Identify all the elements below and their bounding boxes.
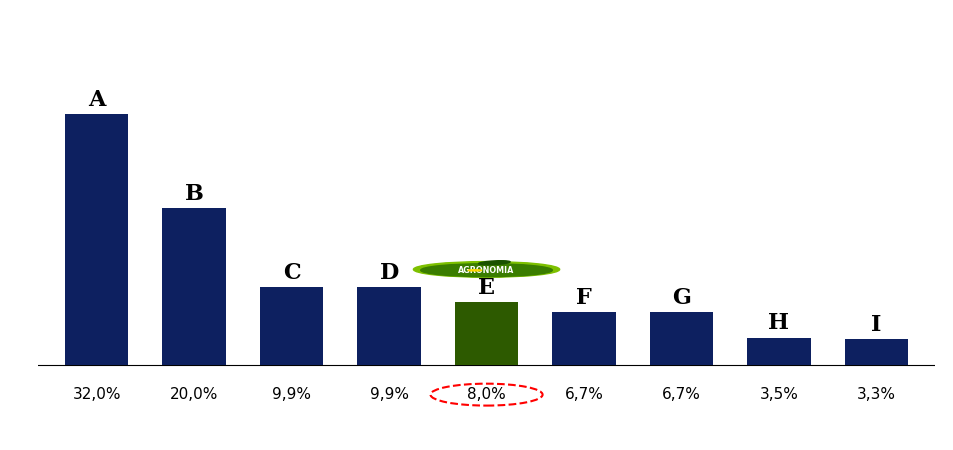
Bar xyxy=(259,288,323,365)
Bar xyxy=(746,338,810,365)
Bar xyxy=(162,208,226,365)
Text: 3,3%: 3,3% xyxy=(856,387,895,402)
Text: 3,5%: 3,5% xyxy=(759,387,798,402)
Text: 2013 principali player della IV Gamma: 2013 principali player della IV Gamma xyxy=(455,19,845,37)
Text: 6,7%: 6,7% xyxy=(661,387,700,402)
Text: F: F xyxy=(576,288,591,309)
Ellipse shape xyxy=(478,261,510,265)
Text: 20,0%: 20,0% xyxy=(170,387,218,402)
Text: 9,9%: 9,9% xyxy=(272,387,311,402)
Bar xyxy=(357,288,420,365)
Bar xyxy=(65,114,129,365)
Text: Market Share: Market Share xyxy=(348,19,484,37)
Bar xyxy=(649,312,713,365)
Text: 32,0%: 32,0% xyxy=(72,387,121,402)
Ellipse shape xyxy=(413,261,559,277)
Text: 9,9%: 9,9% xyxy=(369,387,408,402)
Text: I: I xyxy=(870,314,881,336)
Bar xyxy=(455,302,517,365)
Text: B: B xyxy=(185,183,203,205)
Text: E: E xyxy=(477,277,495,299)
Text: 6,7%: 6,7% xyxy=(564,387,603,402)
Circle shape xyxy=(468,270,481,271)
Ellipse shape xyxy=(420,264,552,277)
Text: G: G xyxy=(671,288,690,309)
Bar xyxy=(552,312,615,365)
Bar xyxy=(843,339,907,365)
Text: D: D xyxy=(379,262,398,284)
Text: H: H xyxy=(768,312,789,334)
Text: A: A xyxy=(88,90,105,111)
Text: C: C xyxy=(282,262,300,284)
Text: 8,0%: 8,0% xyxy=(467,387,505,402)
Text: AGRONOMIA: AGRONOMIA xyxy=(457,266,515,274)
